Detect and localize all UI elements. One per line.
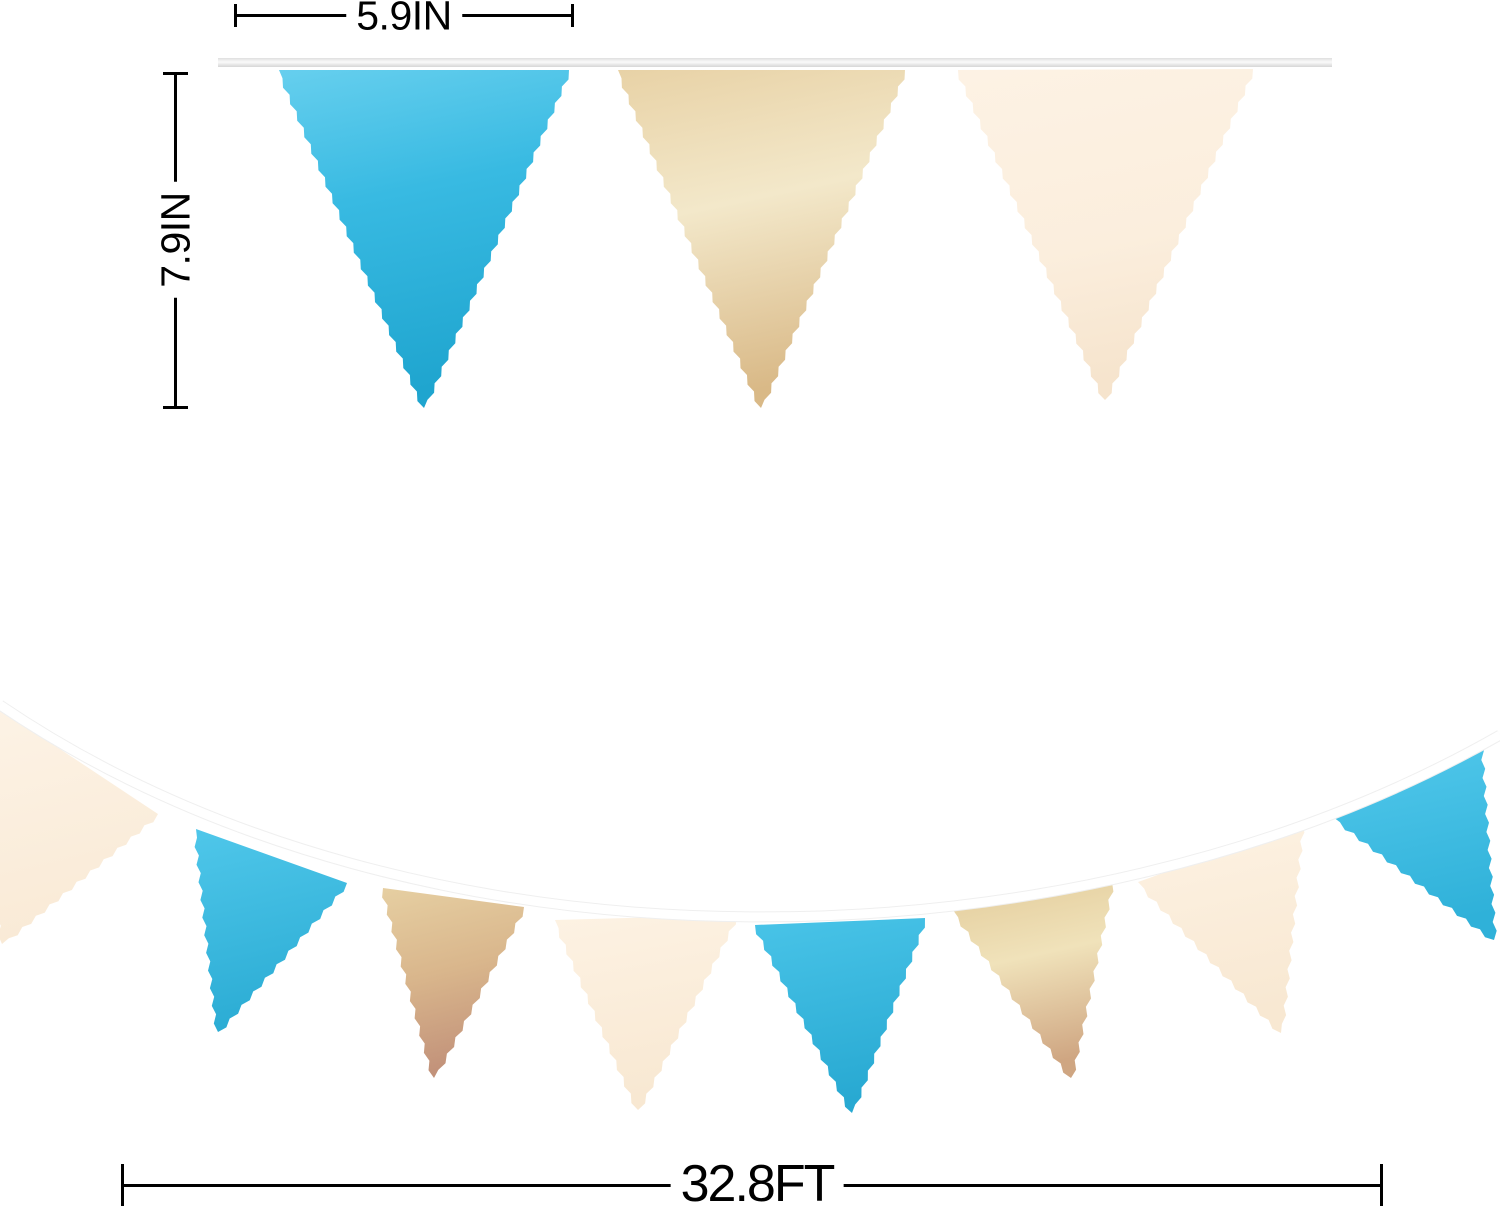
banner-length-label: 32.8FT bbox=[670, 1156, 844, 1208]
pennant-cream-flag bbox=[958, 69, 1253, 400]
pennant-cream-flag bbox=[1138, 823, 1305, 1033]
pennant-gold-flag bbox=[382, 888, 524, 1078]
pennant-cream-flag bbox=[0, 709, 158, 944]
pennant-gold-flag bbox=[618, 70, 905, 408]
dimension-tick bbox=[1380, 1164, 1383, 1206]
pennant-blue-flag bbox=[1333, 742, 1497, 940]
pennant-cream-flag bbox=[555, 915, 737, 1110]
pennant-blue-flag bbox=[755, 918, 925, 1113]
flag-width-label: 5.9IN bbox=[346, 0, 462, 39]
garland-string bbox=[0, 701, 1500, 922]
dimension-tick bbox=[571, 4, 574, 27]
hanging-ribbon bbox=[218, 58, 1332, 67]
pennant-blue-flag bbox=[194, 829, 347, 1032]
dimension-tick bbox=[163, 406, 188, 409]
pennant-blue-flag bbox=[279, 70, 569, 408]
pennant-gold-flag bbox=[953, 882, 1114, 1078]
flag-height-label: 7.9IN bbox=[153, 182, 199, 298]
